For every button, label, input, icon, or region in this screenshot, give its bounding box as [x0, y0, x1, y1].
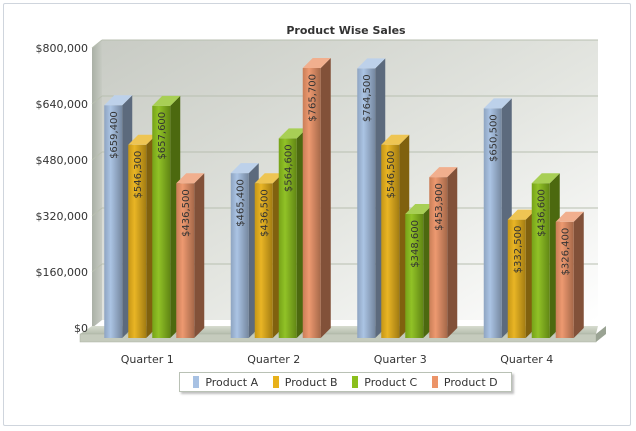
data-label: $436,600	[537, 189, 548, 237]
data-label: $465,400	[236, 179, 247, 227]
bar-product-d-quarter-1	[176, 173, 205, 338]
legend-item: Product A	[193, 376, 258, 389]
data-label: $326,400	[561, 228, 572, 276]
x-tick-label: Quarter 4	[500, 353, 553, 366]
y-tick-label: $480,000	[36, 154, 89, 167]
plot-side-wall	[92, 40, 102, 328]
data-label: $546,500	[386, 151, 397, 199]
grid-line-side	[91, 207, 103, 217]
data-label: $765,700	[308, 74, 319, 122]
legend-label: Product B	[284, 375, 338, 389]
legend-label: Product A	[205, 375, 259, 389]
y-tick-label: $320,000	[36, 210, 89, 223]
data-label: $436,500	[181, 189, 192, 237]
grid-line-side	[91, 39, 103, 49]
data-label: $453,900	[434, 183, 445, 231]
y-tick-label: $0	[74, 322, 88, 335]
data-label: $764,500	[362, 74, 373, 122]
y-tick-label: $800,000	[36, 42, 89, 55]
data-label: $659,400	[109, 111, 120, 159]
legend-item: Product B	[272, 375, 338, 389]
data-label: $332,500	[513, 226, 524, 274]
x-tick-label: Quarter 1	[121, 353, 174, 366]
plot-floor	[80, 326, 598, 334]
y-tick-label: $640,000	[36, 98, 89, 111]
data-label: $564,600	[284, 144, 295, 192]
data-label: $650,500	[489, 114, 500, 162]
x-tick-label: Quarter 3	[374, 353, 427, 366]
legend-item: Product C	[352, 376, 417, 389]
bar-product-a-quarter-3	[357, 58, 386, 339]
legend-label: Product D	[443, 375, 498, 389]
bar-product-d-quarter-2	[302, 58, 331, 338]
bars: $659,400 $546,300 $657,600 $436,500 $465,400…	[104, 58, 584, 339]
bar-product-c-quarter-1	[152, 95, 181, 338]
data-label: $657,600	[157, 112, 168, 160]
legend-swatch	[272, 376, 279, 388]
chart-title: Product Wise Sales	[286, 24, 406, 37]
data-label: $436,500	[260, 189, 271, 237]
legend-item: Product D	[431, 375, 498, 389]
legend-label: Product C	[364, 375, 418, 389]
data-label: $348,600	[410, 220, 421, 268]
legend: Product A Product B Product C Product D	[179, 372, 512, 392]
x-axis-labels: Quarter 1 Quarter 2 Quarter 3 Quarter 4	[121, 353, 554, 366]
grid-line-side	[91, 151, 103, 161]
legend-swatch	[431, 376, 438, 388]
data-label: $546,300	[133, 151, 144, 199]
bar-product-d-quarter-3	[429, 167, 458, 338]
grid-line-side	[91, 263, 103, 273]
legend-swatch	[352, 376, 359, 388]
plot-floor-side	[596, 326, 606, 342]
bar-product-d-quarter-4	[555, 211, 584, 338]
grid-line-side	[91, 95, 103, 105]
x-tick-label: Quarter 2	[247, 353, 300, 366]
y-tick-label: $160,000	[36, 266, 89, 279]
legend-swatch	[193, 376, 200, 388]
y-axis-ticks: $0 $160,000 $320,000 $480,000 $640,000 $800,0…	[36, 42, 89, 335]
